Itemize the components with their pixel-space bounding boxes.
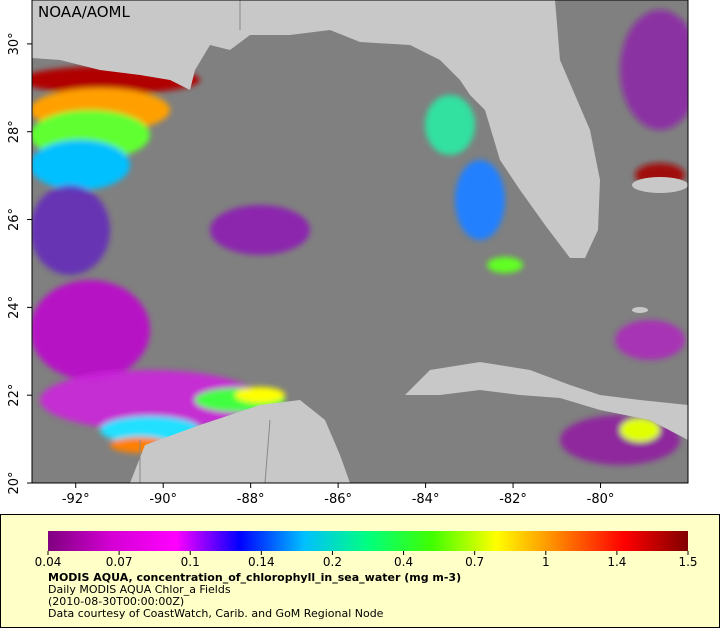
colorbar-tick-label: 0.4 (394, 555, 413, 569)
y-tick-label: 26° (7, 208, 22, 231)
legend-line: (2010-08-30T00:00:00Z) (48, 595, 184, 608)
legend-line: Data courtesy of CoastWatch, Carib. and … (48, 607, 384, 620)
credit: NOAA/AOML (38, 3, 131, 21)
legend-title: MODIS AQUA, concentration_of_chlorophyll… (48, 571, 461, 584)
x-tick-label: -88° (237, 492, 265, 507)
colorbar-tick-label: 0.7 (465, 555, 484, 569)
colorbar-tick-label: 0.2 (323, 555, 342, 569)
y-tick-label: 30° (7, 32, 22, 55)
colorbar-tick-label: 0.14 (248, 555, 275, 569)
cuba-land (405, 362, 688, 440)
yucatan-land (130, 400, 350, 483)
x-tick-label: -86° (324, 492, 352, 507)
x-tick-label: -92° (62, 492, 90, 507)
us-land (32, 0, 600, 258)
map-area (32, 0, 688, 483)
colorbar-tick-label: 0.07 (106, 555, 133, 569)
borders (139, 0, 271, 483)
colorbar-tick-label: 1.4 (607, 555, 626, 569)
y-tick-label: 28° (7, 120, 22, 143)
x-tick-label: -84° (412, 492, 440, 507)
x-tick-label: -90° (149, 492, 177, 507)
colorbar (48, 531, 688, 551)
chlorophyll-patches (32, 10, 688, 465)
colorbar-tick-label: 1.5 (678, 555, 697, 569)
x-tick-label: -80° (587, 492, 615, 507)
x-tick-label: -82° (499, 492, 527, 507)
y-tick-label: 20° (7, 471, 22, 494)
bahamas-land (632, 177, 688, 193)
map-frame (31, 0, 689, 484)
colorbar-tick-label: 1 (542, 555, 550, 569)
y-tick-label: 22° (7, 384, 22, 407)
colorbar-tick-label: 0.1 (181, 555, 200, 569)
colorbar-tick-label: 0.04 (35, 555, 62, 569)
axes: -92° -90° -88° -86° -84° -82° -80° 20° 22° 24° 26°… (7, 32, 614, 507)
legend-line: Daily MODIS AQUA Chlor_a Fields (48, 583, 231, 596)
colorbar-ticks: 0.04 0.07 0.1 0.14 0.2 0.4 0.7 1 1.4 1.5 (35, 551, 698, 569)
island (632, 307, 648, 313)
y-tick-label: 24° (7, 296, 22, 319)
